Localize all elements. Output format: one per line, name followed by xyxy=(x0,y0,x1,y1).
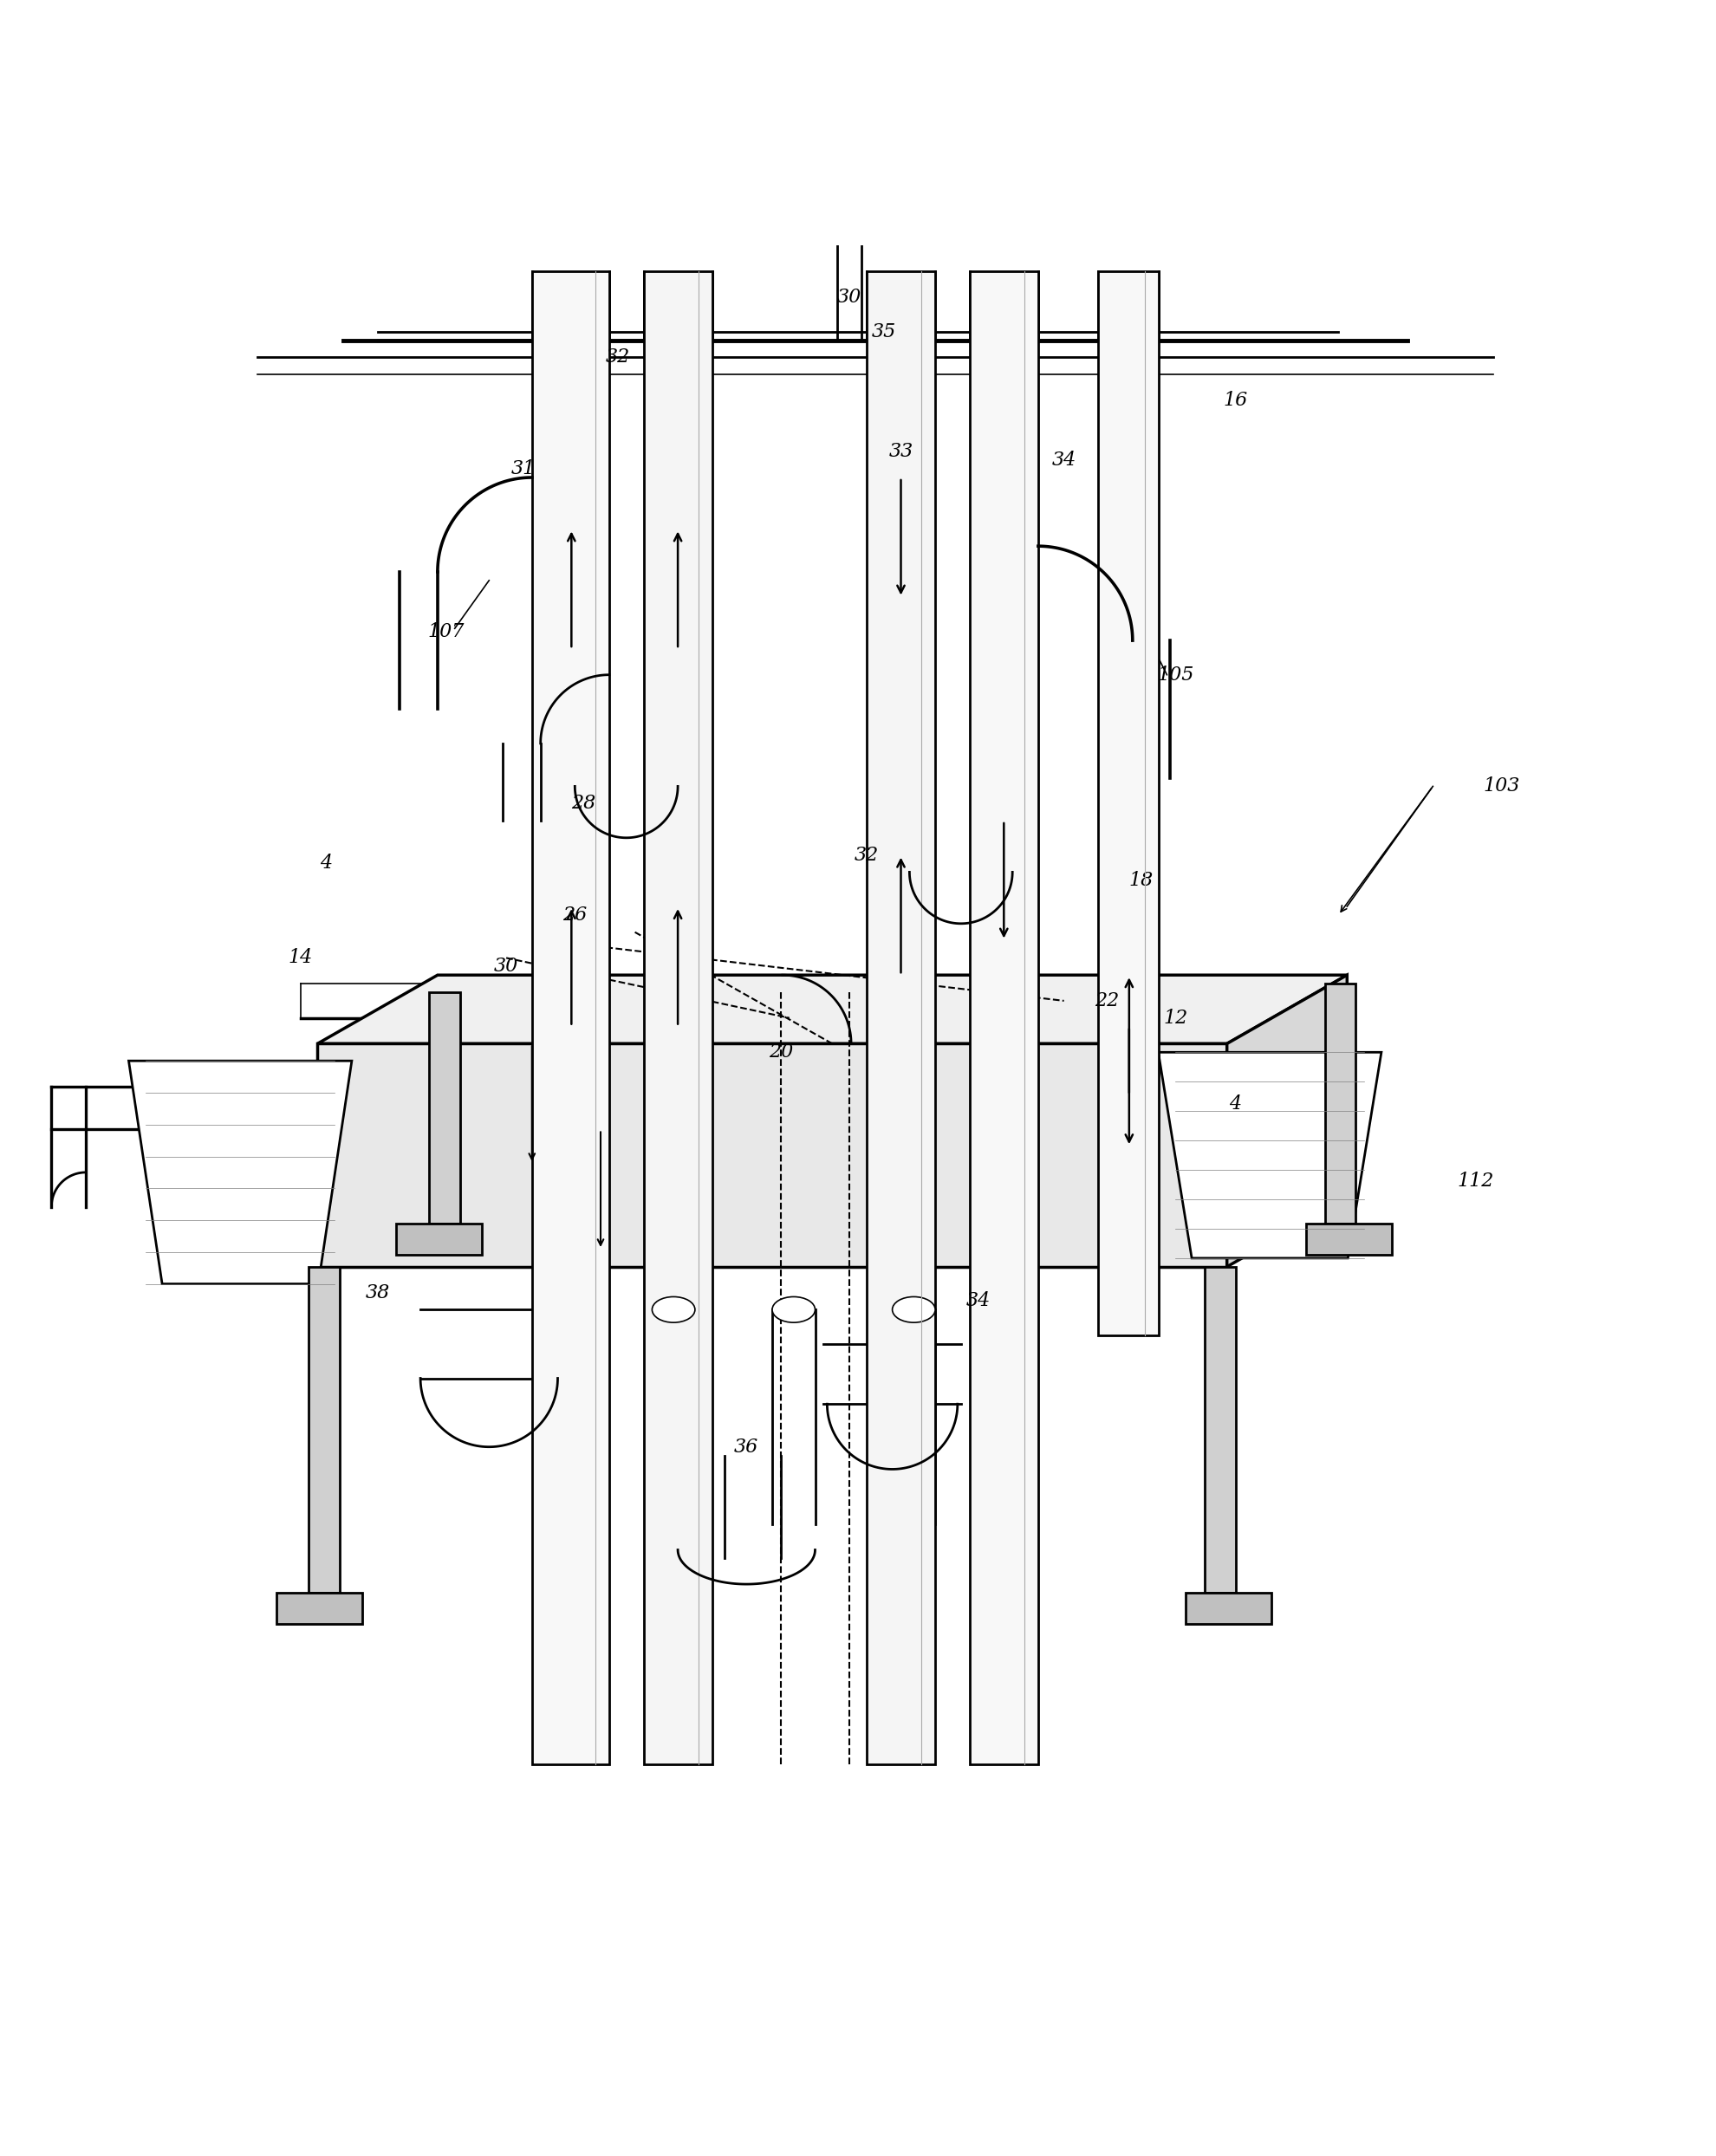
Text: 20: 20 xyxy=(769,1044,793,1061)
Text: 33: 33 xyxy=(889,442,913,461)
Polygon shape xyxy=(396,1225,482,1255)
Text: 18: 18 xyxy=(1129,871,1153,890)
Polygon shape xyxy=(309,1268,340,1593)
Text: 4: 4 xyxy=(319,854,333,873)
Polygon shape xyxy=(1325,983,1356,1225)
Polygon shape xyxy=(1227,975,1347,1268)
Polygon shape xyxy=(1186,1593,1272,1623)
Text: 34: 34 xyxy=(1052,451,1076,470)
Ellipse shape xyxy=(772,1296,815,1322)
Polygon shape xyxy=(1205,1268,1236,1593)
Text: 107: 107 xyxy=(427,623,465,642)
Polygon shape xyxy=(867,272,935,1764)
Polygon shape xyxy=(317,1044,1227,1268)
Polygon shape xyxy=(644,272,712,1764)
Text: 35: 35 xyxy=(872,321,896,341)
Text: 36: 36 xyxy=(734,1438,758,1457)
Text: 112: 112 xyxy=(1457,1171,1495,1190)
Text: 12: 12 xyxy=(1163,1009,1187,1028)
Text: 32: 32 xyxy=(855,845,879,865)
Polygon shape xyxy=(429,992,460,1225)
Text: 30: 30 xyxy=(494,957,518,977)
Text: 34: 34 xyxy=(966,1291,990,1311)
Text: 22: 22 xyxy=(1095,992,1119,1011)
Text: 105: 105 xyxy=(1157,666,1194,683)
Text: 31: 31 xyxy=(511,459,535,479)
Polygon shape xyxy=(1158,1052,1381,1259)
Text: 28: 28 xyxy=(571,793,595,813)
Text: 4: 4 xyxy=(1229,1095,1242,1112)
Text: 38: 38 xyxy=(366,1283,390,1302)
Polygon shape xyxy=(532,272,609,1764)
Ellipse shape xyxy=(652,1296,695,1322)
Text: 32: 32 xyxy=(606,347,630,367)
Text: 16: 16 xyxy=(1224,390,1248,410)
Ellipse shape xyxy=(892,1296,935,1322)
Text: 14: 14 xyxy=(288,949,312,968)
Polygon shape xyxy=(317,975,1347,1044)
Text: 103: 103 xyxy=(1483,776,1520,796)
Polygon shape xyxy=(1098,272,1158,1335)
Polygon shape xyxy=(276,1593,362,1623)
Polygon shape xyxy=(970,272,1038,1764)
Polygon shape xyxy=(1306,1225,1392,1255)
Text: 26: 26 xyxy=(563,906,587,925)
Text: 30: 30 xyxy=(837,287,861,306)
Polygon shape xyxy=(129,1061,352,1283)
